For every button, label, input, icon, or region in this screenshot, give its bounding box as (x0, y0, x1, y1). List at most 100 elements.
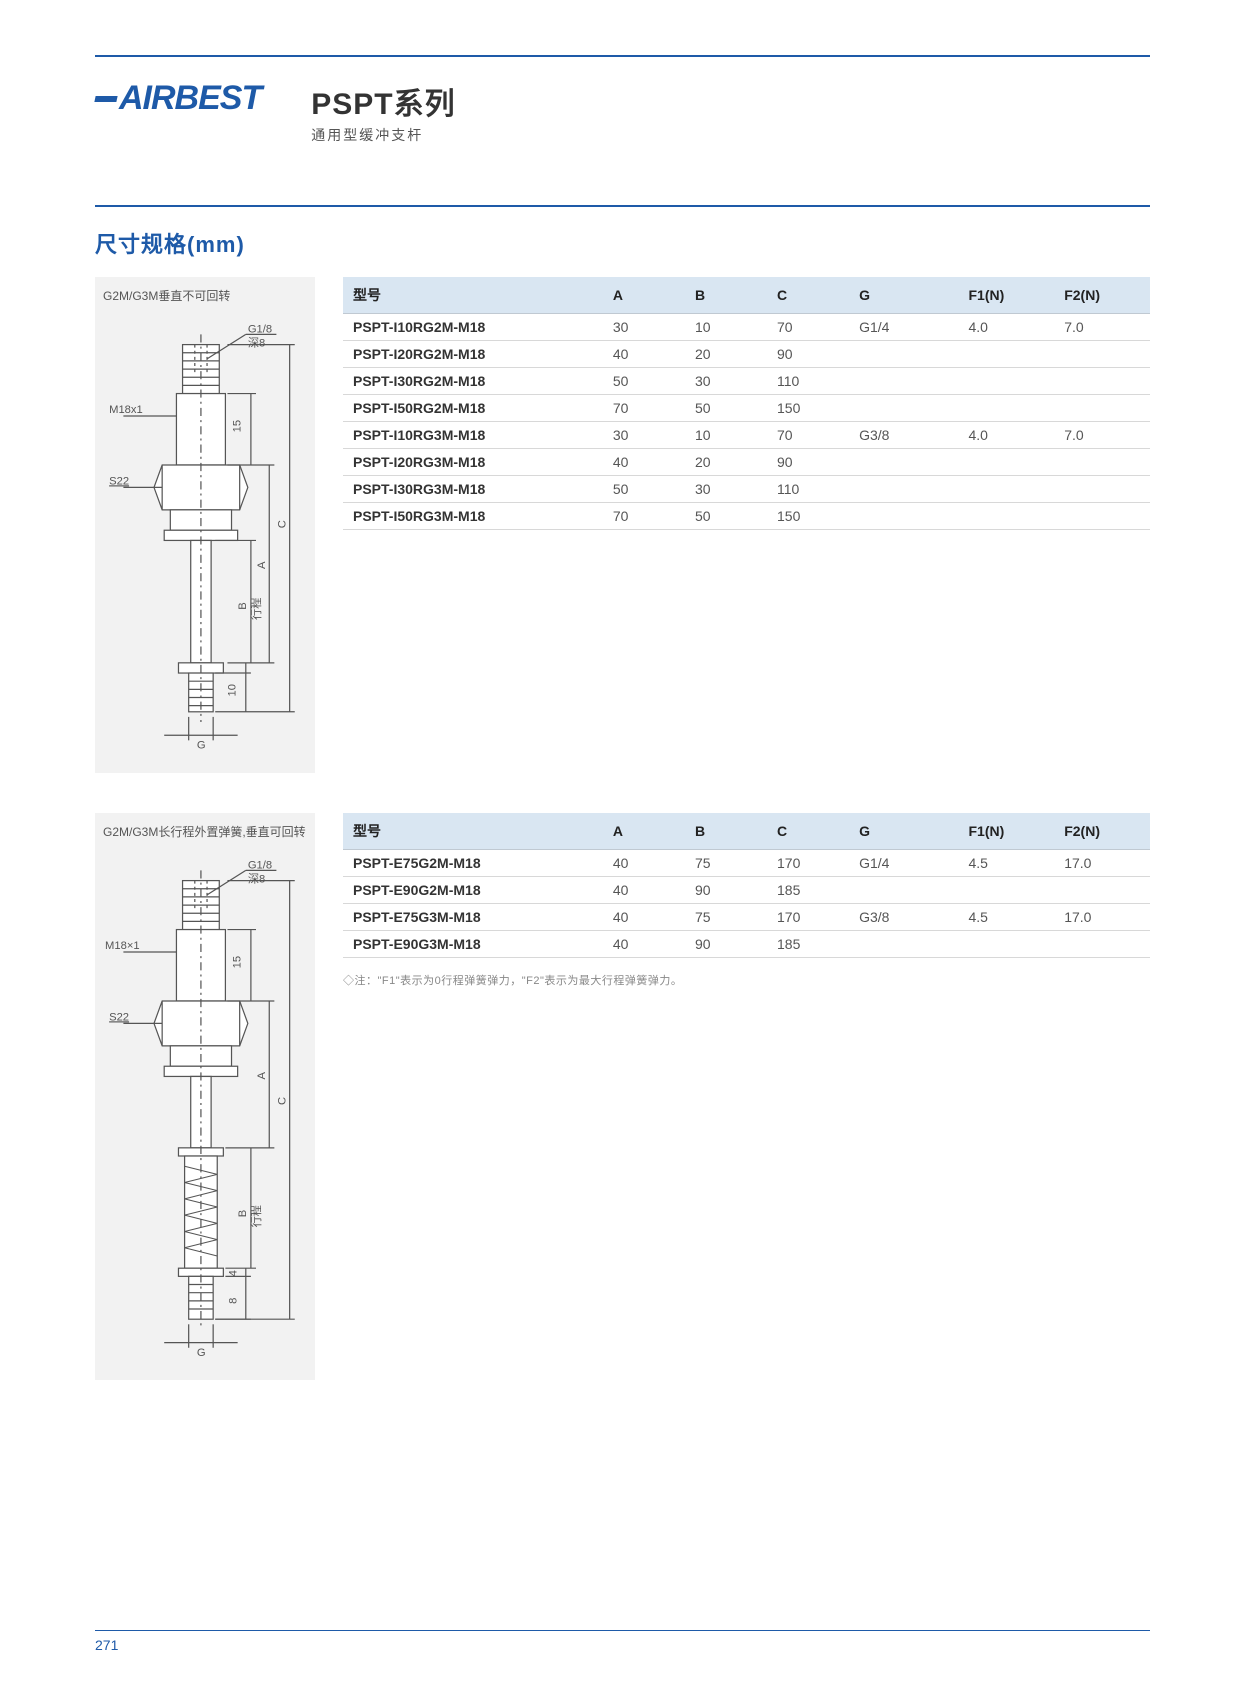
cell-model: PSPT-I50RG3M-M18 (343, 503, 603, 530)
brand-logo: AIRBEST (95, 79, 261, 118)
cell-G (849, 449, 958, 476)
cell-F2: 7.0 (1054, 314, 1150, 341)
cell-C: 70 (767, 422, 849, 449)
d2-C: C (277, 1097, 289, 1105)
th2-F2: F2(N) (1054, 813, 1150, 850)
d1-C: C (277, 520, 289, 528)
d1-stroke: 行程 (250, 598, 263, 620)
cell-F2 (1054, 930, 1150, 957)
spec-table-2: 型号 A B C G F1(N) F2(N) PSPT-E75G2M-M1840… (343, 813, 1150, 958)
cell-B: 30 (685, 476, 767, 503)
section-title: 尺寸规格(mm) (95, 227, 1150, 259)
table-row: PSPT-I10RG3M-M18301070G3/84.07.0 (343, 422, 1150, 449)
cell-model: PSPT-I50RG2M-M18 (343, 395, 603, 422)
cell-F1: 4.0 (958, 314, 1054, 341)
cell-A: 40 (603, 449, 685, 476)
top-rule (95, 55, 1150, 57)
d1-B: B (237, 602, 249, 609)
table-row: PSPT-E75G3M-M184075170G3/84.517.0 (343, 903, 1150, 930)
cell-A: 40 (603, 876, 685, 903)
th2-G: G (849, 813, 958, 850)
cell-C: 170 (767, 849, 849, 876)
diagram-2-caption: G2M/G3M长行程外置弹簧,垂直可回转 (103, 823, 307, 840)
table-row: PSPT-E90G2M-M184090185 (343, 876, 1150, 903)
diagram-2: G2M/G3M长行程外置弹簧,垂直可回转 (95, 813, 315, 1380)
series-subtitle: 通用型缓冲支杆 (311, 125, 455, 145)
cell-B: 90 (685, 930, 767, 957)
d2-g18: G1/8 (248, 859, 272, 871)
cell-A: 70 (603, 395, 685, 422)
cell-model: PSPT-E75G2M-M18 (343, 849, 603, 876)
footer: 271 (95, 1630, 1150, 1653)
cell-F1 (958, 449, 1054, 476)
series-title: PSPT系列 (311, 79, 455, 123)
cell-B: 50 (685, 503, 767, 530)
cell-G (849, 341, 958, 368)
header: AIRBEST PSPT系列 通用型缓冲支杆 (95, 79, 1150, 145)
cell-F2 (1054, 395, 1150, 422)
cell-A: 30 (603, 422, 685, 449)
table-1-wrap: 型号 A B C G F1(N) F2(N) PSPT-I10RG2M-M183… (343, 277, 1150, 530)
cell-F2 (1054, 876, 1150, 903)
cell-G (849, 876, 958, 903)
d2-s22: S22 (109, 1011, 129, 1023)
cell-F2 (1054, 449, 1150, 476)
cell-G (849, 503, 958, 530)
cell-F2: 7.0 (1054, 422, 1150, 449)
table-row: PSPT-I50RG3M-M187050150 (343, 503, 1150, 530)
spec-table-1: 型号 A B C G F1(N) F2(N) PSPT-I10RG2M-M183… (343, 277, 1150, 530)
d2-A: A (256, 1071, 268, 1079)
diagram-1-caption: G2M/G3M垂直不可回转 (103, 287, 307, 304)
d2-m18: M18×1 (105, 940, 140, 952)
diagram-2-svg: G1/8 深8 M18×1 S22 15 A B 行程 C 4 8 G (103, 850, 307, 1360)
cell-G: G1/4 (849, 314, 958, 341)
cell-B: 10 (685, 422, 767, 449)
cell-F1 (958, 395, 1054, 422)
th-G: G (849, 277, 958, 314)
th-F2: F2(N) (1054, 277, 1150, 314)
cell-C: 170 (767, 903, 849, 930)
cell-model: PSPT-I20RG3M-M18 (343, 449, 603, 476)
cell-C: 70 (767, 314, 849, 341)
cell-C: 150 (767, 395, 849, 422)
cell-F1 (958, 476, 1054, 503)
cell-F1: 4.0 (958, 422, 1054, 449)
cell-model: PSPT-I30RG2M-M18 (343, 368, 603, 395)
cell-G (849, 395, 958, 422)
cell-model: PSPT-E75G3M-M18 (343, 903, 603, 930)
th-B: B (685, 277, 767, 314)
cell-F2: 17.0 (1054, 903, 1150, 930)
cell-B: 20 (685, 341, 767, 368)
table-row: PSPT-I30RG3M-M185030110 (343, 476, 1150, 503)
cell-G: G1/4 (849, 849, 958, 876)
th2-B: B (685, 813, 767, 850)
cell-F2 (1054, 476, 1150, 503)
cell-F2 (1054, 503, 1150, 530)
cell-G (849, 368, 958, 395)
cell-F1 (958, 930, 1054, 957)
diagram-1-svg: G1/8 深8 M18x1 S22 15 A B 行程 C 10 G (103, 314, 307, 753)
d1-m18: M18x1 (109, 404, 143, 416)
cell-C: 110 (767, 368, 849, 395)
cell-model: PSPT-E90G2M-M18 (343, 876, 603, 903)
th2-C: C (767, 813, 849, 850)
cell-G: G3/8 (849, 422, 958, 449)
cell-A: 50 (603, 368, 685, 395)
d2-G: G (197, 1347, 206, 1359)
diagram-1: G2M/G3M垂直不可回转 (95, 277, 315, 773)
d2-4: 4 (228, 1270, 240, 1276)
footnote: ◇注："F1"表示为0行程弹簧弹力，"F2"表示为最大行程弹簧弹力。 (343, 972, 1150, 988)
cell-model: PSPT-E90G3M-M18 (343, 930, 603, 957)
cell-C: 90 (767, 449, 849, 476)
cell-F1: 4.5 (958, 849, 1054, 876)
cell-A: 70 (603, 503, 685, 530)
cell-C: 185 (767, 930, 849, 957)
cell-model: PSPT-I10RG3M-M18 (343, 422, 603, 449)
table-2-body: PSPT-E75G2M-M184075170G1/44.517.0PSPT-E9… (343, 849, 1150, 957)
table-row: PSPT-E90G3M-M184090185 (343, 930, 1150, 957)
th-A: A (603, 277, 685, 314)
cell-G (849, 476, 958, 503)
th2-A: A (603, 813, 685, 850)
cell-B: 90 (685, 876, 767, 903)
title-block: PSPT系列 通用型缓冲支杆 (311, 79, 455, 145)
